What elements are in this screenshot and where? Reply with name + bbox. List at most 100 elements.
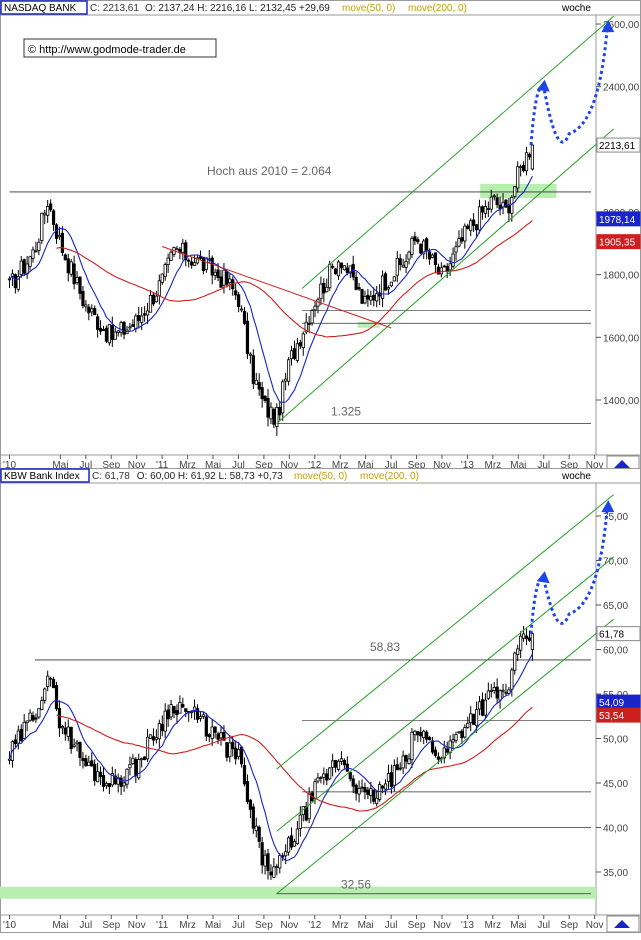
x-tick-label: '13 [461,460,474,471]
candle-body [43,688,47,701]
x-tick-label: Jul [537,920,550,931]
candle-body [307,322,311,325]
candle-body [278,855,282,869]
candle-body [87,306,91,314]
x-tick-label: Jul [79,460,92,471]
y-tick-label: 65,00 [603,601,628,612]
candle-body [187,259,191,262]
price-tag-label: 53,54 [599,711,624,722]
x-tick-label: Jul [385,460,398,471]
price-tag-label: 1905,35 [599,238,636,249]
candle-body [483,699,487,716]
candle-body [113,775,117,785]
trend-channel [276,494,615,895]
ma200-line [56,706,533,812]
chart-settings-icon[interactable] [606,915,640,933]
candle-body [107,783,111,788]
support-zone [357,321,380,328]
candle-body [175,248,179,251]
candle-body [195,257,200,264]
url-box[interactable]: © http://www.godmode-trader.de [23,38,217,58]
candle-body [395,257,399,276]
candle-body [222,731,226,741]
ohlc-values: O: 2137,24 H: 2216,16 L: 2132,45 +29,69 [145,3,330,14]
candle-body [96,771,100,783]
candle-body [507,689,511,694]
candle-body [101,775,106,787]
candle-body [345,267,349,274]
candle-body [510,669,514,690]
candle-body [445,266,449,272]
close-value: C: 61,78 [92,471,130,482]
symbol-box[interactable] [0,0,88,15]
candle-body [222,269,226,286]
candle-body [284,851,288,857]
candle-body [348,265,352,274]
x-tick-label: Sep [255,460,273,471]
candle-body [237,294,241,308]
candle-body [60,232,64,253]
candle-body [78,276,82,294]
symbol-name[interactable]: KBW Bank Index [4,471,80,482]
candle-body [213,726,217,733]
symbol-box[interactable] [0,468,90,483]
candle-body [263,395,267,401]
candle-body [375,293,379,302]
candle-body [298,342,302,347]
candle-body [463,225,467,242]
candle-body [328,263,332,289]
y-tick-label: 1800,00 [603,271,640,282]
candle-body [304,321,308,333]
candle-body [219,732,223,739]
candles [7,144,535,436]
candle-body [151,736,156,741]
price-tag: 54,09 [596,694,641,710]
ma50-line [9,176,533,403]
candle-body [163,710,167,732]
chart-settings-icon-glyph[interactable] [614,460,630,468]
candle-body [333,759,338,768]
candle-body [451,739,455,743]
candle-body [190,261,194,266]
candle-body [40,700,44,711]
candle-body [93,763,97,781]
candle-body [137,759,141,779]
candle-body [81,290,85,307]
x-tick-label: '12 [308,920,321,931]
candle-body [325,773,329,781]
candle-body [516,648,520,655]
channel-line [276,556,615,832]
candle-body [495,197,499,206]
candle-body [448,740,452,753]
url-text[interactable]: © http://www.godmode-trader.de [28,44,186,56]
candle-body [451,253,455,267]
candle-body [231,741,235,750]
chart-settings-icon-glyph[interactable] [614,920,630,928]
candle-body [148,734,153,739]
candle-body [469,713,473,723]
candle-body [46,205,50,216]
candle-body [7,758,12,761]
candle-body [216,733,220,740]
channel-line [276,128,615,424]
candle-body [63,254,67,261]
candle-body [154,737,158,740]
x-tick-label: Nov [586,920,604,931]
candle-body [78,742,82,758]
candle-body [275,866,279,868]
ma50-legend: move(50, 0) [342,3,395,14]
price-tag: 2213,61 [596,137,641,153]
candle-body [75,741,79,745]
chart-settings-icon[interactable] [606,455,640,472]
y-tick-label: 75,00 [603,512,628,523]
candle-body [57,708,62,729]
candle-body [319,283,323,300]
candle-body [286,359,291,382]
candle-body [433,252,438,266]
symbol-name[interactable]: NASDAQ BANK [4,3,77,14]
candle-body [422,240,426,255]
x-tick-label: Jul [232,920,245,931]
candle-body [457,238,461,247]
candles [7,626,535,880]
candle-body [480,206,485,213]
